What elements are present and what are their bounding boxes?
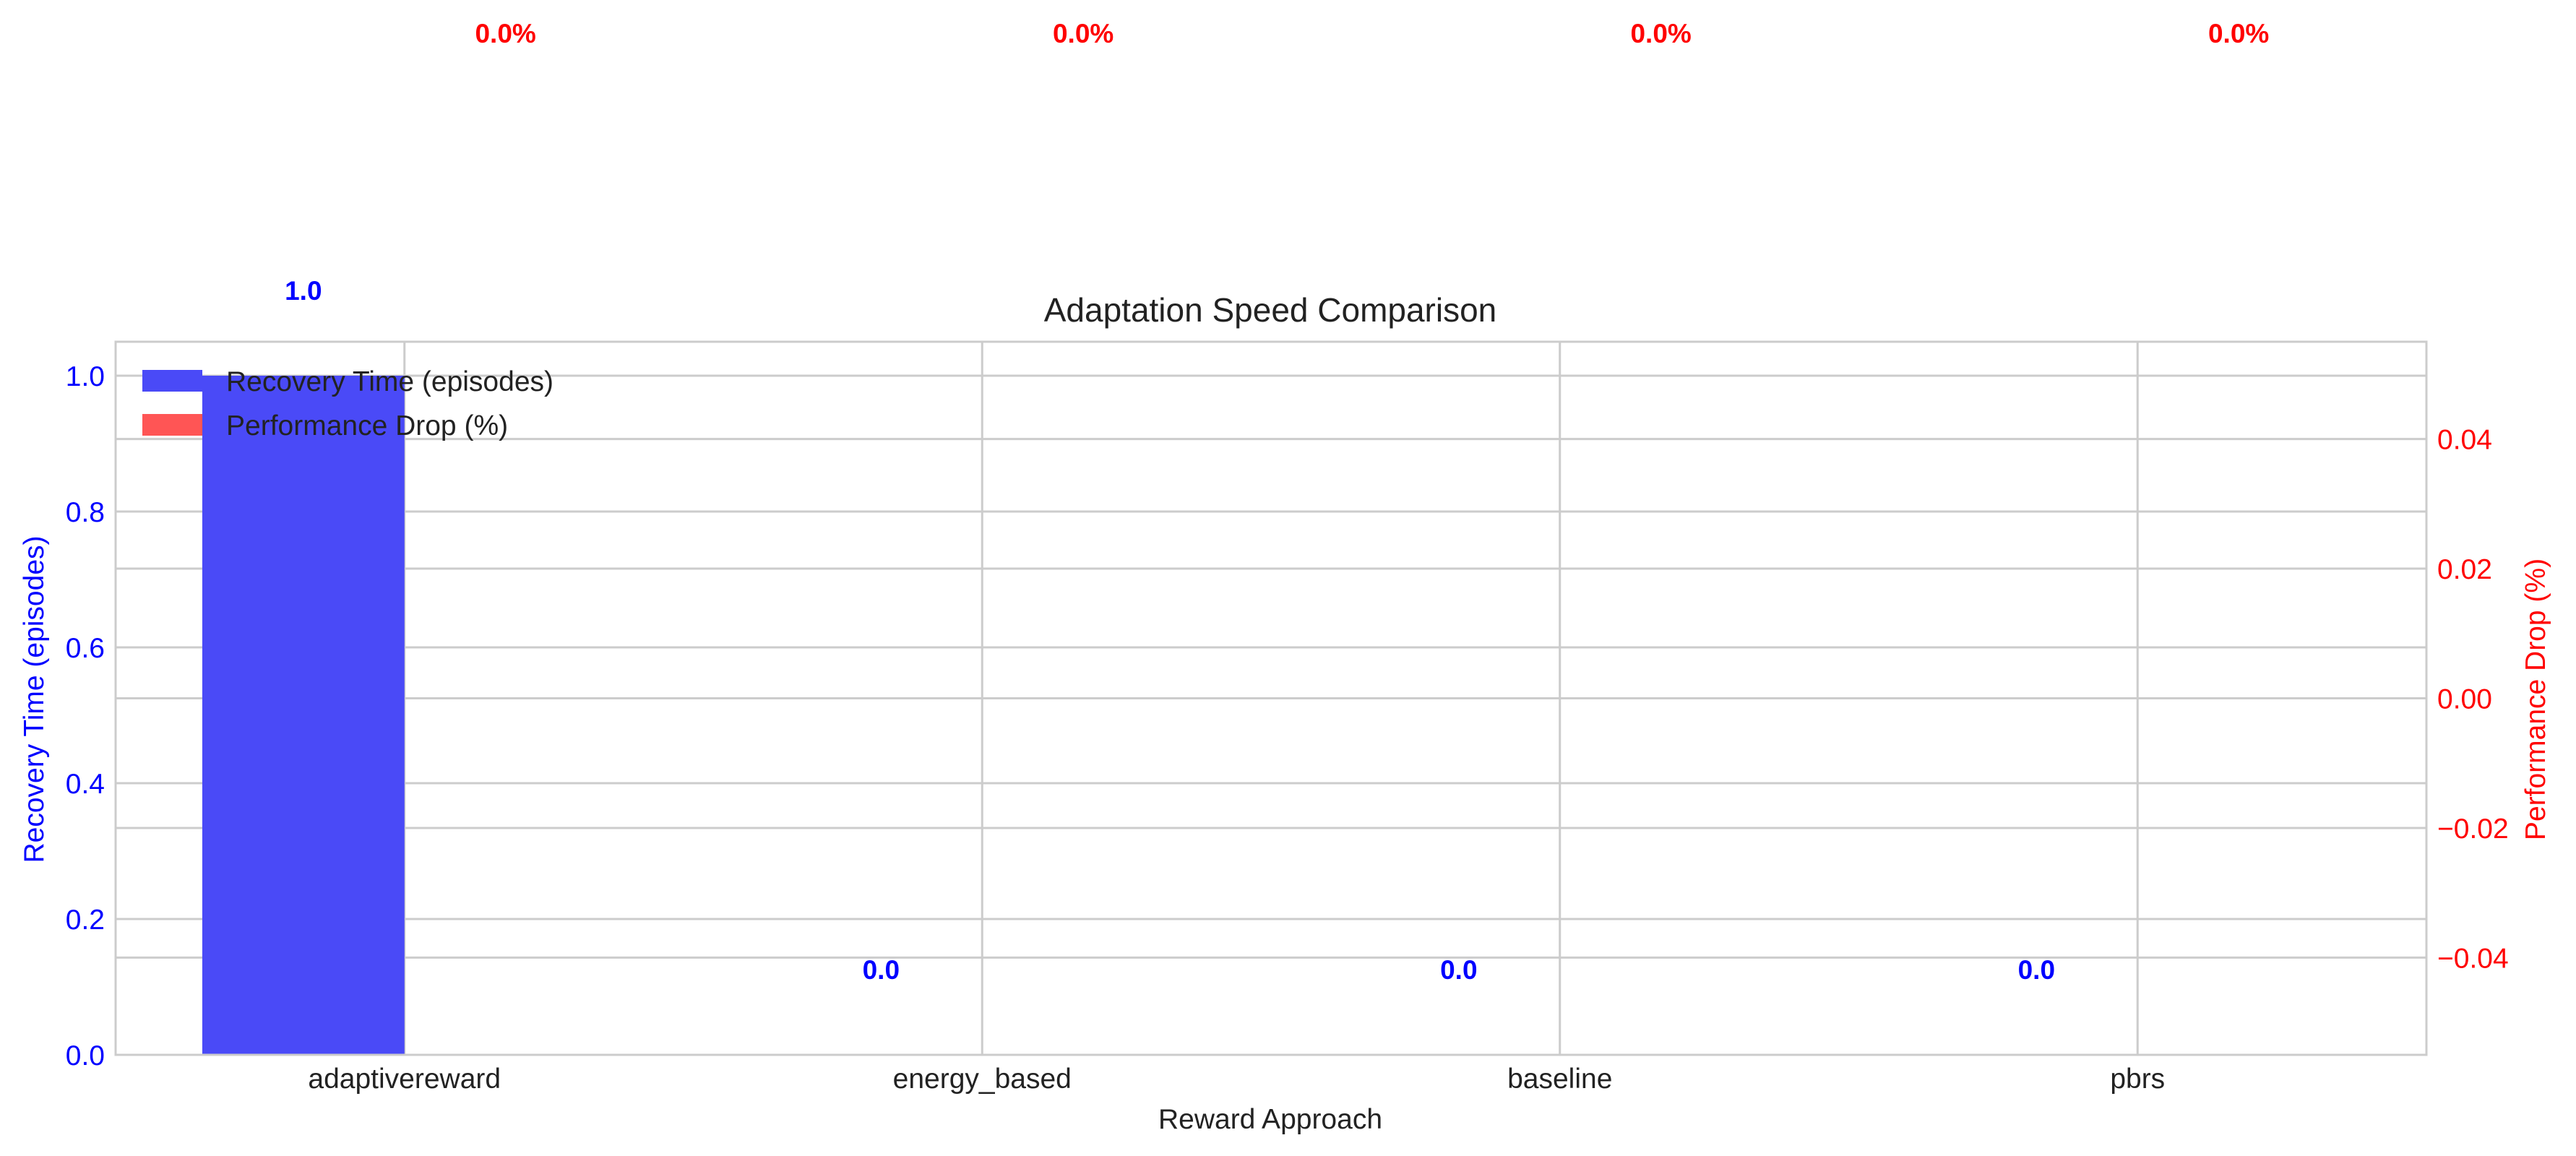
- grid-layer: [116, 342, 2426, 1056]
- data-label-performance-drop: 0.0%: [1630, 19, 1691, 48]
- legend-label-performance-drop: Performance Drop (%): [226, 410, 508, 441]
- legend: Recovery Time (episodes) Performance Dro…: [142, 366, 553, 441]
- x-tick-label: energy_based: [893, 1064, 1072, 1095]
- legend-swatch-performance-drop: [142, 414, 202, 436]
- data-label-performance-drop: 0.0%: [1053, 19, 1113, 48]
- y-tick-label-left: 0.2: [66, 905, 105, 936]
- y-tick-label-right: 0.04: [2437, 425, 2492, 456]
- data-label-performance-drop: 0.0%: [2208, 19, 2269, 48]
- plot-frame: [114, 340, 2428, 1056]
- y-tick-label-left: 0.8: [66, 497, 105, 528]
- y-tick-label-left: 0.6: [66, 633, 105, 664]
- chart-title: Adaptation Speed Comparison: [1044, 291, 1497, 329]
- y-tick-label-right: −0.04: [2437, 943, 2509, 974]
- x-tick-label: adaptivereward: [308, 1064, 501, 1095]
- x-tick-label: pbrs: [2110, 1064, 2165, 1095]
- data-label-recovery-time: 0.0: [1440, 955, 1477, 985]
- y-tick-label-right: 0.02: [2437, 554, 2492, 585]
- bar-recovery-time: [202, 376, 405, 1055]
- x-tick-label: baseline: [1507, 1064, 1612, 1095]
- x-axis-label: Reward Approach: [1158, 1104, 1382, 1135]
- y-axis-label-left: Recovery Time (episodes): [19, 536, 50, 863]
- data-label-recovery-time: 0.0: [863, 955, 900, 985]
- y-tick-label-right: −0.02: [2437, 814, 2509, 845]
- y-tick-label-left: 1.0: [66, 361, 105, 392]
- ticks-layer: adaptivereward energy_based baseline pbrs 0.…: [66, 361, 2509, 1095]
- y-tick-label-left: 0.0: [66, 1040, 105, 1071]
- y-tick-label-left: 0.4: [66, 769, 105, 800]
- y-tick-label-right: 0.00: [2437, 684, 2492, 715]
- data-label-performance-drop: 0.0%: [475, 19, 535, 48]
- bars-layer: [202, 376, 405, 1055]
- data-label-recovery-time: 0.0: [2018, 955, 2055, 985]
- legend-label-recovery-time: Recovery Time (episodes): [226, 366, 553, 397]
- legend-swatch-recovery-time: [142, 370, 202, 392]
- y-axis-label-right: Performance Drop (%): [2520, 558, 2551, 840]
- data-label-recovery-time: 1.0: [285, 276, 322, 306]
- labels-layer: 1.0 0.0 0.0 0.0 0.0% 0.0% 0.0% 0.0%: [285, 19, 2269, 985]
